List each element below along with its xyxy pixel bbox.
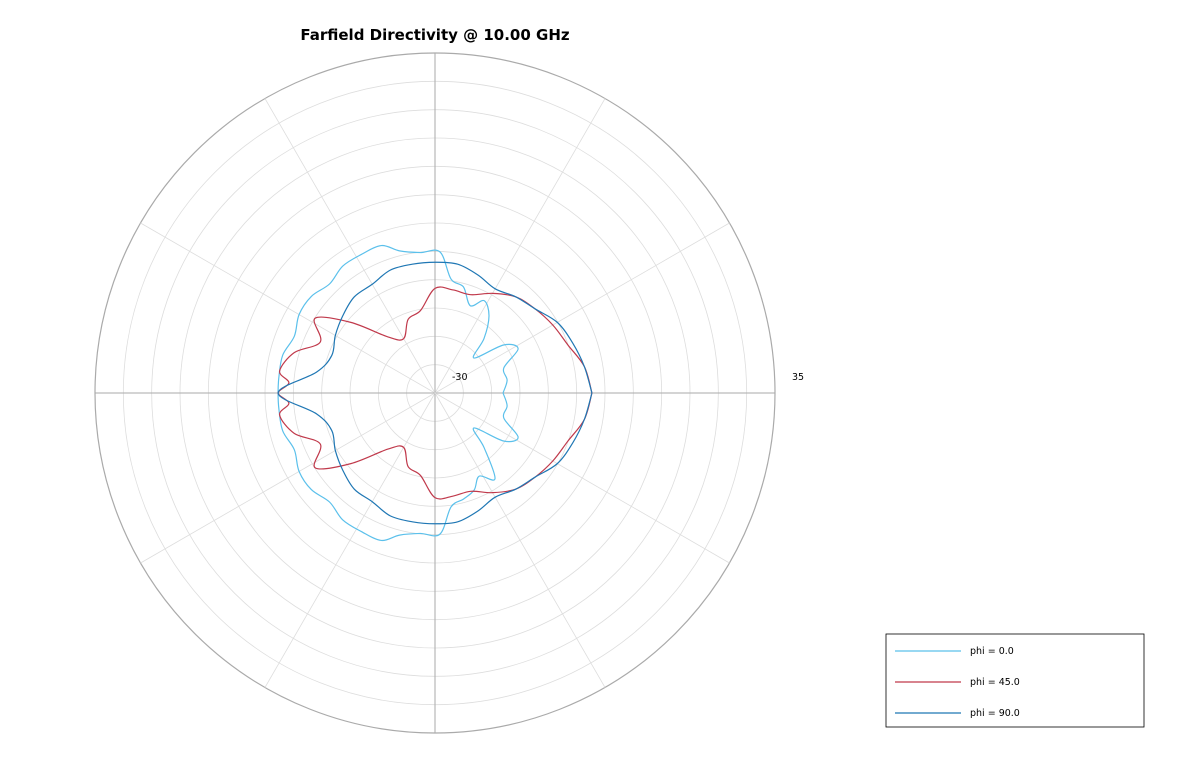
polar-grid — [94, 52, 776, 734]
r-max-label: 35 — [792, 372, 804, 383]
legend: phi = 0.0 phi = 45.0 phi = 90.0 — [885, 633, 1145, 728]
grid-spoke — [434, 392, 730, 564]
r-min-label: -30 — [452, 372, 468, 383]
series-group — [277, 244, 593, 542]
grid-spoke — [264, 392, 436, 688]
series-line-2 — [277, 261, 593, 525]
legend-label-phi-45: phi = 45.0 — [970, 677, 1020, 688]
grid-spoke — [434, 222, 730, 394]
grid-spoke — [434, 392, 606, 688]
grid-spoke — [140, 222, 436, 394]
grid-spoke — [140, 392, 436, 564]
chart-title: Farfield Directivity @ 10.00 GHz — [300, 26, 569, 44]
legend-label-phi-90: phi = 90.0 — [970, 708, 1020, 719]
legend-label-phi-0: phi = 0.0 — [970, 646, 1014, 657]
grid-spoke — [434, 98, 606, 394]
grid-spoke — [264, 98, 436, 394]
legend-box — [885, 633, 1145, 728]
